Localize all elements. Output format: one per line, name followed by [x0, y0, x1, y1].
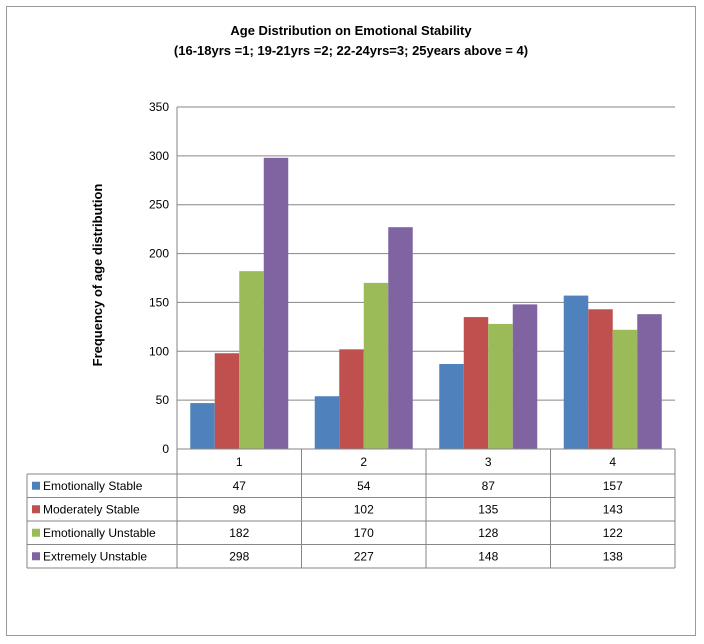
data-table: 1 2 3 4 Emotionally Stable 47 54 87 157 Moderatel… [26, 448, 676, 569]
bar [314, 396, 340, 449]
y-tick-label: 50 [156, 393, 170, 407]
data-label: 47 [233, 479, 247, 493]
x-tick-label: 1 [236, 455, 243, 469]
data-label: 148 [478, 549, 498, 563]
bar [512, 304, 538, 449]
data-label: 135 [478, 502, 498, 516]
legend-label: Moderately Stable [43, 502, 140, 516]
legend-label: Emotionally Unstable [43, 526, 156, 540]
legend-label: Extremely Unstable [43, 549, 147, 563]
bar [563, 295, 589, 449]
bar [239, 271, 264, 449]
bar [388, 227, 413, 449]
y-tick-label: 200 [149, 247, 169, 261]
legend-swatch [32, 528, 40, 537]
bar [214, 353, 240, 449]
legend-swatch [32, 505, 40, 514]
data-label: 170 [354, 526, 374, 540]
data-label: 182 [229, 526, 249, 540]
chart-title: Age Distribution on Emotional Stability [230, 23, 472, 38]
x-tick-label: 2 [360, 455, 367, 469]
data-label: 98 [233, 502, 247, 516]
bar [612, 329, 638, 449]
y-tick-label: 300 [149, 149, 169, 163]
data-label: 298 [229, 549, 249, 563]
y-ticks: 0 50 100 150 200 250 300 350 [149, 100, 169, 456]
y-tick-label: 0 [162, 442, 169, 456]
legend-label: Emotionally Stable [43, 479, 143, 493]
bar [439, 363, 464, 449]
bar [463, 317, 489, 449]
y-tick-label: 100 [149, 344, 169, 358]
bar [488, 323, 513, 449]
bars [190, 157, 662, 449]
bar [190, 403, 215, 449]
data-label: 157 [603, 479, 623, 493]
y-tick-label: 350 [149, 100, 169, 114]
bar [263, 157, 289, 449]
chart: Age Distribution on Emotional Stability … [26, 23, 676, 569]
data-label: 143 [603, 502, 623, 516]
data-label: 54 [357, 479, 371, 493]
data-label: 102 [354, 502, 374, 516]
data-label: 128 [478, 526, 498, 540]
y-axis-label: Frequency of age distribution [90, 184, 105, 367]
x-tick-label: 4 [609, 455, 616, 469]
bar [588, 309, 613, 449]
legend-swatch [32, 552, 40, 561]
data-label: 87 [482, 479, 496, 493]
data-label: 122 [603, 526, 623, 540]
bar [363, 282, 389, 449]
bar [637, 314, 662, 449]
x-tick-label: 3 [485, 455, 492, 469]
y-tick-label: 150 [149, 295, 169, 309]
y-tick-label: 250 [149, 198, 169, 212]
legend-swatch [32, 481, 40, 490]
chart-subtitle: (16-18yrs =1; 19-21yrs =2; 22-24yrs=3; 2… [174, 43, 528, 58]
data-label: 227 [354, 549, 374, 563]
chart-frame: Age Distribution on Emotional Stability … [6, 6, 696, 636]
data-label: 138 [603, 549, 623, 563]
bar [339, 349, 364, 449]
